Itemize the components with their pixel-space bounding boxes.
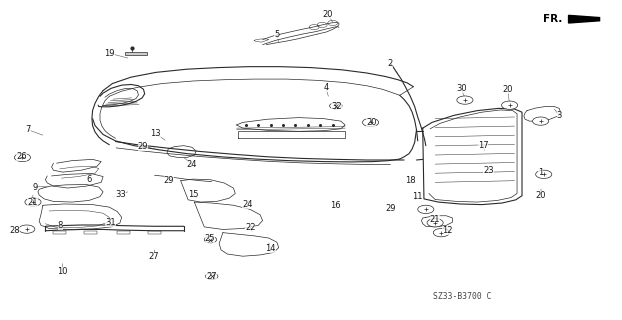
Bar xyxy=(149,231,161,234)
Bar xyxy=(125,52,147,55)
Text: 25: 25 xyxy=(205,234,215,243)
Polygon shape xyxy=(569,15,600,23)
Circle shape xyxy=(330,103,342,109)
Text: 8: 8 xyxy=(58,221,63,230)
Text: 29: 29 xyxy=(164,176,174,185)
Circle shape xyxy=(532,117,549,125)
Circle shape xyxy=(19,225,35,233)
Circle shape xyxy=(501,101,518,109)
Text: 27: 27 xyxy=(148,252,159,261)
Text: 3: 3 xyxy=(557,111,562,120)
Circle shape xyxy=(205,273,218,279)
Text: 4: 4 xyxy=(323,84,328,92)
Text: 7: 7 xyxy=(26,125,30,134)
Text: 21: 21 xyxy=(27,197,37,206)
Circle shape xyxy=(427,219,443,227)
Circle shape xyxy=(457,96,473,104)
Text: 32: 32 xyxy=(331,102,341,111)
Circle shape xyxy=(418,205,434,213)
Text: 16: 16 xyxy=(330,201,340,210)
Text: 21: 21 xyxy=(430,215,440,224)
Text: 29: 29 xyxy=(385,204,396,213)
Text: 26: 26 xyxy=(16,152,27,161)
Text: 23: 23 xyxy=(483,166,494,175)
Circle shape xyxy=(536,170,552,179)
Text: 9: 9 xyxy=(32,183,37,192)
Text: FR.: FR. xyxy=(543,14,562,24)
Text: 31: 31 xyxy=(105,218,116,227)
Text: 17: 17 xyxy=(478,141,488,150)
Text: 19: 19 xyxy=(104,49,114,58)
Text: 11: 11 xyxy=(412,191,422,201)
Text: 24: 24 xyxy=(187,160,197,169)
Text: 20: 20 xyxy=(536,190,546,200)
Text: 15: 15 xyxy=(188,189,198,199)
Text: SZ33-B3700 C: SZ33-B3700 C xyxy=(434,292,492,301)
Bar xyxy=(118,231,130,234)
Text: 14: 14 xyxy=(266,244,276,253)
Bar xyxy=(85,231,97,234)
Text: 13: 13 xyxy=(151,129,161,138)
Text: 20: 20 xyxy=(322,10,333,19)
Text: 20: 20 xyxy=(503,85,513,94)
Text: 10: 10 xyxy=(57,267,67,276)
Text: 30: 30 xyxy=(456,84,466,93)
Text: 29: 29 xyxy=(137,142,148,151)
Text: 6: 6 xyxy=(86,175,92,184)
Text: 22: 22 xyxy=(245,223,256,232)
Circle shape xyxy=(25,198,41,206)
Text: 12: 12 xyxy=(442,226,453,235)
Text: 27: 27 xyxy=(207,272,217,281)
Text: 20: 20 xyxy=(366,118,376,127)
Text: 18: 18 xyxy=(405,176,415,185)
Text: 24: 24 xyxy=(243,200,253,209)
Circle shape xyxy=(363,118,379,126)
Text: 33: 33 xyxy=(115,189,126,199)
Text: 1: 1 xyxy=(538,168,543,177)
Text: 28: 28 xyxy=(10,226,21,235)
Circle shape xyxy=(434,228,450,237)
Text: 2: 2 xyxy=(388,59,393,68)
Circle shape xyxy=(204,236,216,243)
Text: 5: 5 xyxy=(274,30,279,39)
Bar xyxy=(53,231,66,234)
Circle shape xyxy=(14,153,30,162)
